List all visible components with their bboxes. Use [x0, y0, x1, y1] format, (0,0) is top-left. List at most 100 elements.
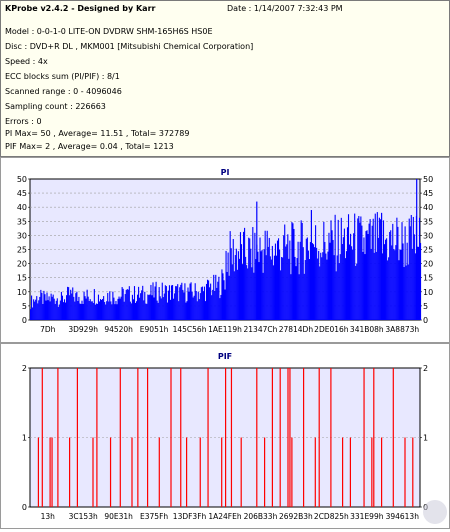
- pi-bar: [69, 295, 71, 320]
- pif-bar: [199, 437, 201, 507]
- pif-y-tick-right: 2: [423, 364, 428, 373]
- pi-bar: [38, 300, 40, 320]
- pi-bar: [303, 273, 305, 320]
- pi-bar: [414, 253, 416, 320]
- pi-bar: [410, 214, 412, 320]
- pi-bar: [336, 255, 338, 320]
- pif-bar: [373, 368, 375, 507]
- pi-bar: [212, 289, 214, 320]
- pif-bar: [264, 437, 266, 507]
- pi-x-tick-label: 94520h: [104, 325, 133, 334]
- pi-bar: [407, 264, 409, 320]
- pi-bar: [120, 296, 122, 320]
- pi-bar: [387, 260, 389, 320]
- pi-bar: [370, 248, 372, 320]
- pif-chart-title: PIF: [218, 352, 232, 361]
- pi-bar: [325, 253, 327, 320]
- pi-bar: [81, 300, 83, 320]
- pi-bar: [36, 296, 38, 320]
- pi-bar: [180, 284, 182, 320]
- pi-bar: [339, 254, 341, 320]
- pi-bar: [365, 231, 367, 320]
- pi-bar: [165, 286, 167, 320]
- pi-bar: [417, 246, 420, 320]
- pi-bar: [39, 296, 41, 320]
- pi-bar: [49, 301, 51, 320]
- pi-bar: [383, 244, 386, 320]
- pi-x-tick-label: 2DE016h: [314, 325, 349, 334]
- pi-y-tick-left: 15: [17, 274, 27, 283]
- pi-bar: [355, 265, 357, 320]
- pi-bar: [391, 245, 393, 320]
- pif-bar: [69, 437, 71, 507]
- pi-bar: [404, 226, 406, 320]
- pi-bar: [114, 304, 116, 320]
- pif-x-tick-label: 13h: [41, 512, 56, 521]
- pif-bar: [412, 437, 414, 507]
- pi-bar: [174, 293, 176, 320]
- pif-bar: [51, 437, 53, 507]
- pi-y-tick-left: 35: [17, 217, 27, 226]
- pi-bar: [113, 297, 115, 320]
- pi-x-tick-label: 1AE119h: [208, 325, 242, 334]
- pi-bar: [172, 285, 174, 320]
- pi-bar: [90, 301, 92, 320]
- pi-bar: [104, 302, 106, 320]
- pi-bar: [87, 296, 89, 320]
- pi-bar: [98, 301, 101, 320]
- pif-bar: [342, 437, 344, 507]
- pi-bar: [164, 285, 166, 320]
- pi-bar: [279, 249, 281, 320]
- pi-bar: [79, 303, 81, 320]
- pi-bar: [359, 222, 361, 320]
- pi-bar: [147, 294, 149, 320]
- pi-bar: [382, 220, 385, 320]
- pi-bar: [213, 274, 215, 320]
- pi-bar: [330, 220, 332, 320]
- pif-bar: [314, 437, 316, 507]
- pi-bar: [394, 250, 396, 320]
- pi-bar: [193, 295, 195, 320]
- pi-bar: [250, 248, 252, 320]
- pi-bar: [262, 272, 264, 320]
- pi-bar: [116, 304, 118, 320]
- pi-bar: [95, 303, 97, 320]
- pi-bar: [227, 252, 229, 320]
- pi-bar: [367, 234, 369, 320]
- pi-bar: [118, 296, 120, 320]
- pif-chart-svg: PIF00112213h3C153h90E31hE375Fh13DF3Fh1A2…: [22, 352, 447, 524]
- pi-bar: [390, 230, 392, 320]
- pi-bar: [94, 304, 96, 320]
- sampling-count-line: Sampling count : 226663: [5, 102, 106, 111]
- pi-bar: [377, 237, 379, 320]
- pif-bar: [49, 437, 51, 507]
- pi-bar: [296, 258, 298, 320]
- pi-bar: [236, 269, 238, 320]
- pif-bar: [119, 368, 121, 507]
- pi-bar: [56, 298, 58, 320]
- pi-bar: [399, 249, 401, 320]
- pi-bar: [70, 289, 72, 320]
- pi-bar: [402, 243, 404, 320]
- pi-bar: [277, 238, 280, 320]
- pif-bar: [371, 437, 373, 507]
- pi-y-tick-left: 10: [17, 288, 27, 297]
- pi-bar: [58, 304, 60, 320]
- pi-bar: [360, 216, 362, 320]
- pi-bar: [204, 301, 207, 320]
- pi-bar: [176, 286, 178, 320]
- pi-bar: [237, 251, 239, 320]
- pi-bar: [418, 217, 421, 320]
- pi-bar: [175, 286, 177, 320]
- pi-bar: [52, 294, 54, 320]
- pif-bar: [147, 368, 149, 507]
- pi-bar: [293, 228, 295, 320]
- pi-bar: [143, 300, 145, 320]
- pi-bar: [351, 246, 353, 320]
- pi-bar: [299, 241, 301, 320]
- pif-bar: [230, 368, 233, 507]
- pi-bar: [241, 264, 244, 320]
- scanned-range-line: Scanned range : 0 - 4096046: [5, 87, 122, 96]
- pi-bar: [43, 290, 45, 320]
- pi-bar: [97, 294, 100, 320]
